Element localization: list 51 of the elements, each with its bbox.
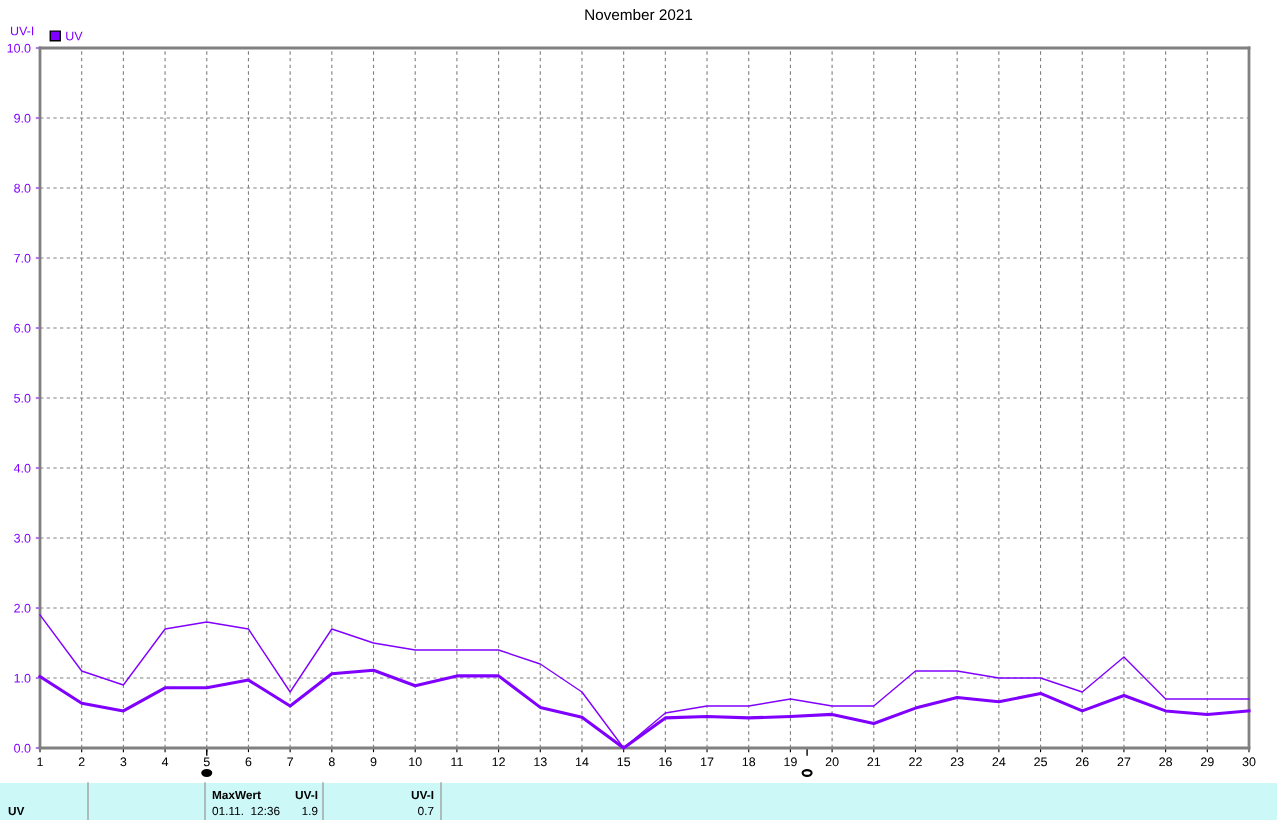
x-tick-label: 2 <box>78 757 85 767</box>
x-tick-label: 4 <box>161 757 169 767</box>
x-tick-label: 3 <box>120 757 127 767</box>
y-tick-label: 10.0 <box>7 43 31 53</box>
y-tick-label: 9.0 <box>14 113 31 123</box>
x-tick-label: 9 <box>370 757 377 767</box>
x-tick-label: 28 <box>1159 757 1173 767</box>
y-tick-label: 0.0 <box>14 743 31 753</box>
y-tick-label: 8.0 <box>14 183 31 193</box>
text: 1.9 <box>302 806 318 816</box>
x-tick-label: 22 <box>909 757 922 767</box>
y-tick-label: 7.0 <box>14 253 31 263</box>
x-tick-label: 27 <box>1117 757 1131 767</box>
text: 0.7 <box>418 806 434 816</box>
x-tick-label: 12 <box>492 757 505 767</box>
x-tick-label: 23 <box>950 757 964 767</box>
x-tick-label: 15 <box>617 757 631 767</box>
legend-label: UV <box>66 31 83 41</box>
x-tick-label: 19 <box>784 757 797 767</box>
chart-title: November 2021 <box>585 8 693 21</box>
x-tick-label: 11 <box>451 757 463 767</box>
x-tick-label: 16 <box>659 757 672 767</box>
text: UV-I <box>295 790 318 800</box>
y-tick-label: 2.0 <box>14 603 31 613</box>
x-tick-label: 5 <box>203 757 210 767</box>
y-tick-label: 5.0 <box>14 393 31 403</box>
x-tick-label: 18 <box>742 757 756 767</box>
text: UV <box>8 806 25 816</box>
x-tick-label: 20 <box>825 757 839 767</box>
x-tick-label: 7 <box>287 757 293 767</box>
y-tick-label: 6.0 <box>14 323 31 333</box>
text: MaxWert <box>212 790 261 800</box>
x-tick-label: 14 <box>575 757 589 767</box>
x-tick-label: 24 <box>992 757 1006 767</box>
x-tick-label: 26 <box>1075 757 1089 767</box>
y-tick-label: 3.0 <box>14 533 31 543</box>
x-tick-label: 29 <box>1200 757 1214 767</box>
x-tick-label: 17 <box>701 757 714 767</box>
x-tick-label: 25 <box>1034 757 1047 767</box>
y-tick-label: 1.0 <box>14 673 31 683</box>
x-tick-label: 30 <box>1242 757 1256 767</box>
x-tick-label: 13 <box>534 757 547 767</box>
x-tick-label: 10 <box>409 757 422 767</box>
text: 01.11. 12:36 <box>212 806 280 816</box>
x-tick-label: 21 <box>867 757 881 767</box>
text: UV-I <box>411 790 434 800</box>
y-axis-title: UV-I <box>10 26 34 36</box>
x-tick-label: 6 <box>245 757 252 767</box>
y-tick-label: 4.0 <box>13 463 31 473</box>
x-tick-label: 8 <box>328 757 335 767</box>
x-tick-label: 1 <box>37 757 43 767</box>
